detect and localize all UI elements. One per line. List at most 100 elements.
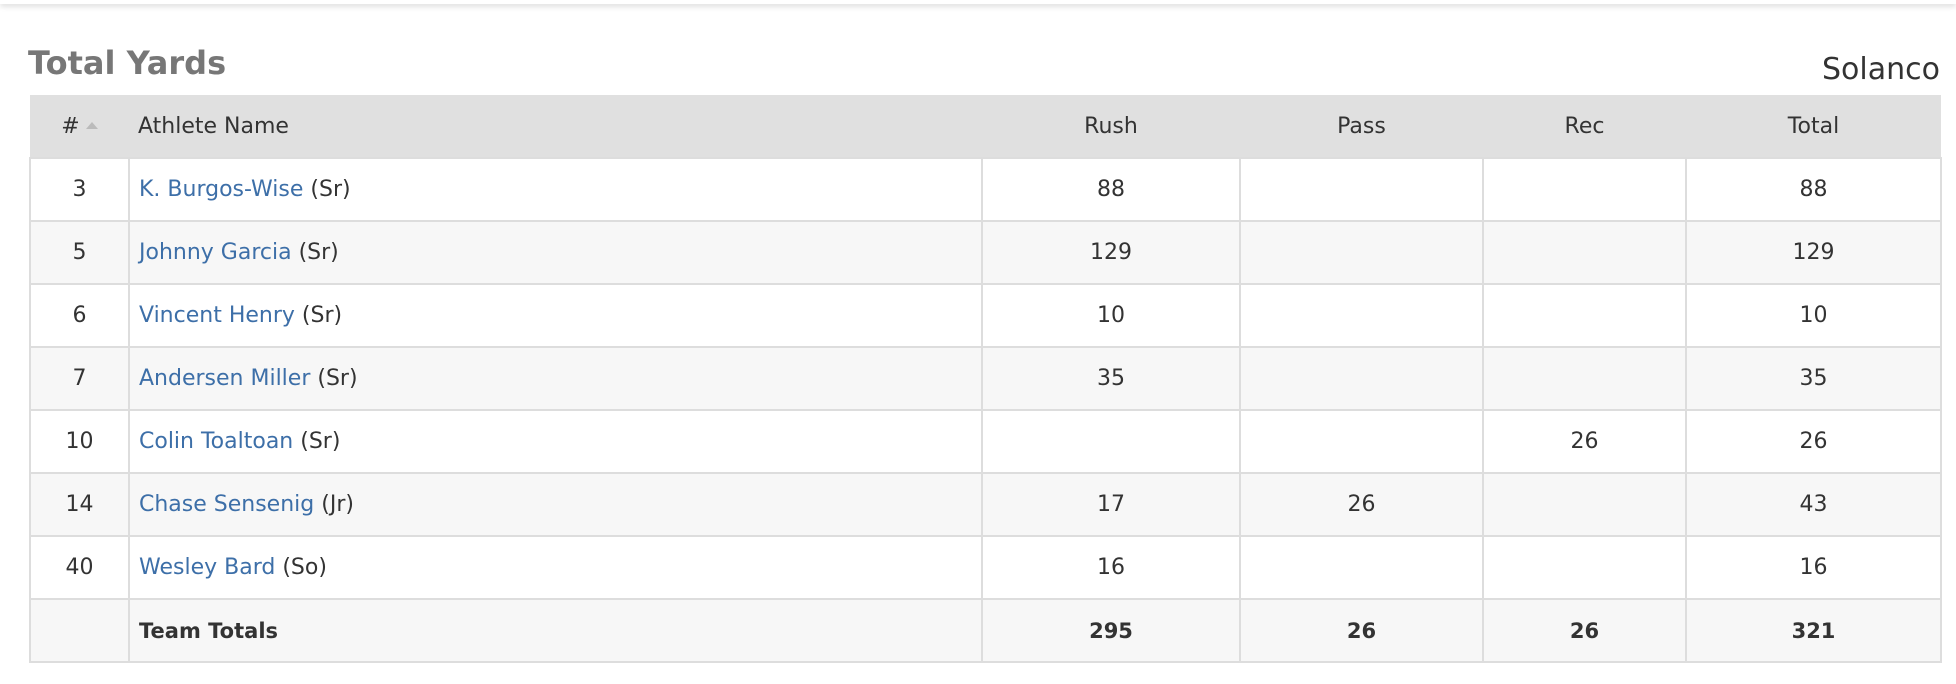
stat-value: 10 bbox=[1799, 303, 1828, 328]
stat-cell: 26 bbox=[1239, 598, 1484, 663]
athlete-link[interactable]: Johnny Garcia bbox=[139, 240, 292, 265]
stat-cell: 43 bbox=[1685, 472, 1942, 537]
stat-value: 26 bbox=[1346, 618, 1377, 643]
stat-cell bbox=[1482, 283, 1687, 348]
column-header[interactable]: Rush bbox=[982, 95, 1240, 158]
name-cell: Johnny Garcia (Sr) bbox=[128, 220, 983, 285]
athlete-row: 5 Johnny Garcia (Sr) 129 129 bbox=[29, 220, 1942, 285]
stat-cell: 40 bbox=[29, 535, 130, 600]
table-body: 3 K. Burgos-Wise (Sr) 88 88 5 Johnny Garcia (Sr… bbox=[29, 157, 1942, 663]
stat-value: 321 bbox=[1791, 618, 1836, 643]
top-bar bbox=[0, 0, 1956, 4]
athlete-class: (So) bbox=[282, 555, 327, 580]
stat-value: 17 bbox=[1097, 492, 1125, 517]
stat-cell: 10 bbox=[981, 283, 1241, 348]
athlete-class: (Sr) bbox=[310, 177, 351, 202]
athlete-link[interactable]: Colin Toaltoan bbox=[139, 429, 294, 454]
totals-label: Team Totals bbox=[139, 618, 279, 643]
stat-cell bbox=[1239, 220, 1484, 285]
stat-cell: 6 bbox=[29, 283, 130, 348]
stat-value: 26 bbox=[1799, 429, 1828, 454]
stat-cell bbox=[981, 409, 1241, 474]
stat-cell: 129 bbox=[981, 220, 1241, 285]
header-row: # Athlete Name Rush Pass Rec Total bbox=[30, 95, 1941, 158]
empty-cell bbox=[29, 598, 130, 663]
stat-value: 10 bbox=[1097, 303, 1125, 328]
header-text: # bbox=[61, 113, 80, 139]
stat-cell: 7 bbox=[29, 346, 130, 411]
stat-cell: 26 bbox=[1685, 409, 1942, 474]
stat-cell: 17 bbox=[981, 472, 1241, 537]
name-cell: Andersen Miller (Sr) bbox=[128, 346, 983, 411]
stat-cell: 321 bbox=[1685, 598, 1942, 663]
stat-value: 129 bbox=[1792, 240, 1835, 265]
name-cell: Chase Sensenig (Jr) bbox=[128, 472, 983, 537]
column-header[interactable]: Rec bbox=[1483, 95, 1686, 158]
stat-cell: 88 bbox=[981, 157, 1241, 222]
stat-value: 3 bbox=[72, 177, 87, 202]
stat-cell: 26 bbox=[1482, 598, 1687, 663]
totals-label-cell: Team Totals bbox=[128, 598, 983, 663]
stat-cell bbox=[1482, 220, 1687, 285]
stat-value: 16 bbox=[1799, 555, 1828, 580]
name-cell: K. Burgos-Wise (Sr) bbox=[128, 157, 983, 222]
stat-cell bbox=[1239, 283, 1484, 348]
totals-row: Team Totals 295 26 26 321 bbox=[29, 598, 1942, 663]
sort-icon[interactable] bbox=[85, 121, 98, 129]
athlete-link[interactable]: K. Burgos-Wise bbox=[139, 177, 304, 202]
athlete-row: 7 Andersen Miller (Sr) 35 35 bbox=[29, 346, 1942, 411]
stat-cell: 10 bbox=[1685, 283, 1942, 348]
stat-cell: 16 bbox=[1685, 535, 1942, 600]
athlete-class: (Sr) bbox=[301, 303, 343, 328]
header-text: Total bbox=[1787, 113, 1840, 139]
athlete-row: 3 K. Burgos-Wise (Sr) 88 88 bbox=[29, 157, 1942, 222]
athlete-class: (Sr) bbox=[317, 366, 358, 391]
stat-cell: 88 bbox=[1685, 157, 1942, 222]
column-header[interactable]: # bbox=[30, 95, 129, 158]
athlete-link[interactable]: Andersen Miller bbox=[139, 366, 311, 391]
stat-value: 6 bbox=[72, 303, 87, 328]
name-cell: Vincent Henry (Sr) bbox=[128, 283, 983, 348]
stat-cell bbox=[1482, 472, 1687, 537]
stat-cell: 5 bbox=[29, 220, 130, 285]
athlete-class: (Sr) bbox=[298, 240, 339, 265]
team-name: Solanco bbox=[1822, 52, 1940, 87]
column-header[interactable]: Total bbox=[1686, 95, 1941, 158]
stat-cell: 129 bbox=[1685, 220, 1942, 285]
athlete-row: 10 Colin Toaltoan (Sr) 26 26 bbox=[29, 409, 1942, 474]
stat-value: 35 bbox=[1097, 366, 1125, 391]
header-text: Rec bbox=[1564, 113, 1605, 139]
stat-cell bbox=[1239, 409, 1484, 474]
column-header[interactable]: Athlete Name bbox=[129, 95, 982, 158]
stat-value: 26 bbox=[1570, 429, 1599, 454]
column-header[interactable]: Pass bbox=[1240, 95, 1483, 158]
stat-value: 14 bbox=[65, 492, 94, 517]
stat-cell: 35 bbox=[981, 346, 1241, 411]
stat-value: 16 bbox=[1097, 555, 1125, 580]
name-cell: Colin Toaltoan (Sr) bbox=[128, 409, 983, 474]
athlete-link[interactable]: Wesley Bard bbox=[139, 555, 276, 580]
stat-value: 295 bbox=[1089, 618, 1133, 643]
section-title: Total Yards bbox=[28, 44, 227, 82]
athlete-link[interactable]: Vincent Henry bbox=[139, 303, 295, 328]
stat-cell bbox=[1239, 157, 1484, 222]
stat-value: 26 bbox=[1569, 618, 1600, 643]
name-cell: Wesley Bard (So) bbox=[128, 535, 983, 600]
header-text: Pass bbox=[1337, 113, 1386, 139]
stat-value: 40 bbox=[65, 555, 94, 580]
athlete-link[interactable]: Chase Sensenig bbox=[139, 492, 315, 517]
stat-value: 43 bbox=[1799, 492, 1828, 517]
stats-table: # Athlete Name Rush Pass Rec Total 3 K. Burgos… bbox=[29, 95, 1942, 663]
stat-cell: 10 bbox=[29, 409, 130, 474]
stat-value: 88 bbox=[1799, 177, 1828, 202]
stat-value: 26 bbox=[1347, 492, 1376, 517]
header-text: Athlete Name bbox=[138, 113, 289, 139]
athlete-row: 14 Chase Sensenig (Jr) 17 26 43 bbox=[29, 472, 1942, 537]
stat-cell: 26 bbox=[1482, 409, 1687, 474]
stat-value: 35 bbox=[1799, 366, 1828, 391]
stat-value: 88 bbox=[1097, 177, 1125, 202]
athlete-row: 6 Vincent Henry (Sr) 10 10 bbox=[29, 283, 1942, 348]
athlete-class: (Sr) bbox=[300, 429, 341, 454]
stat-cell bbox=[1482, 346, 1687, 411]
